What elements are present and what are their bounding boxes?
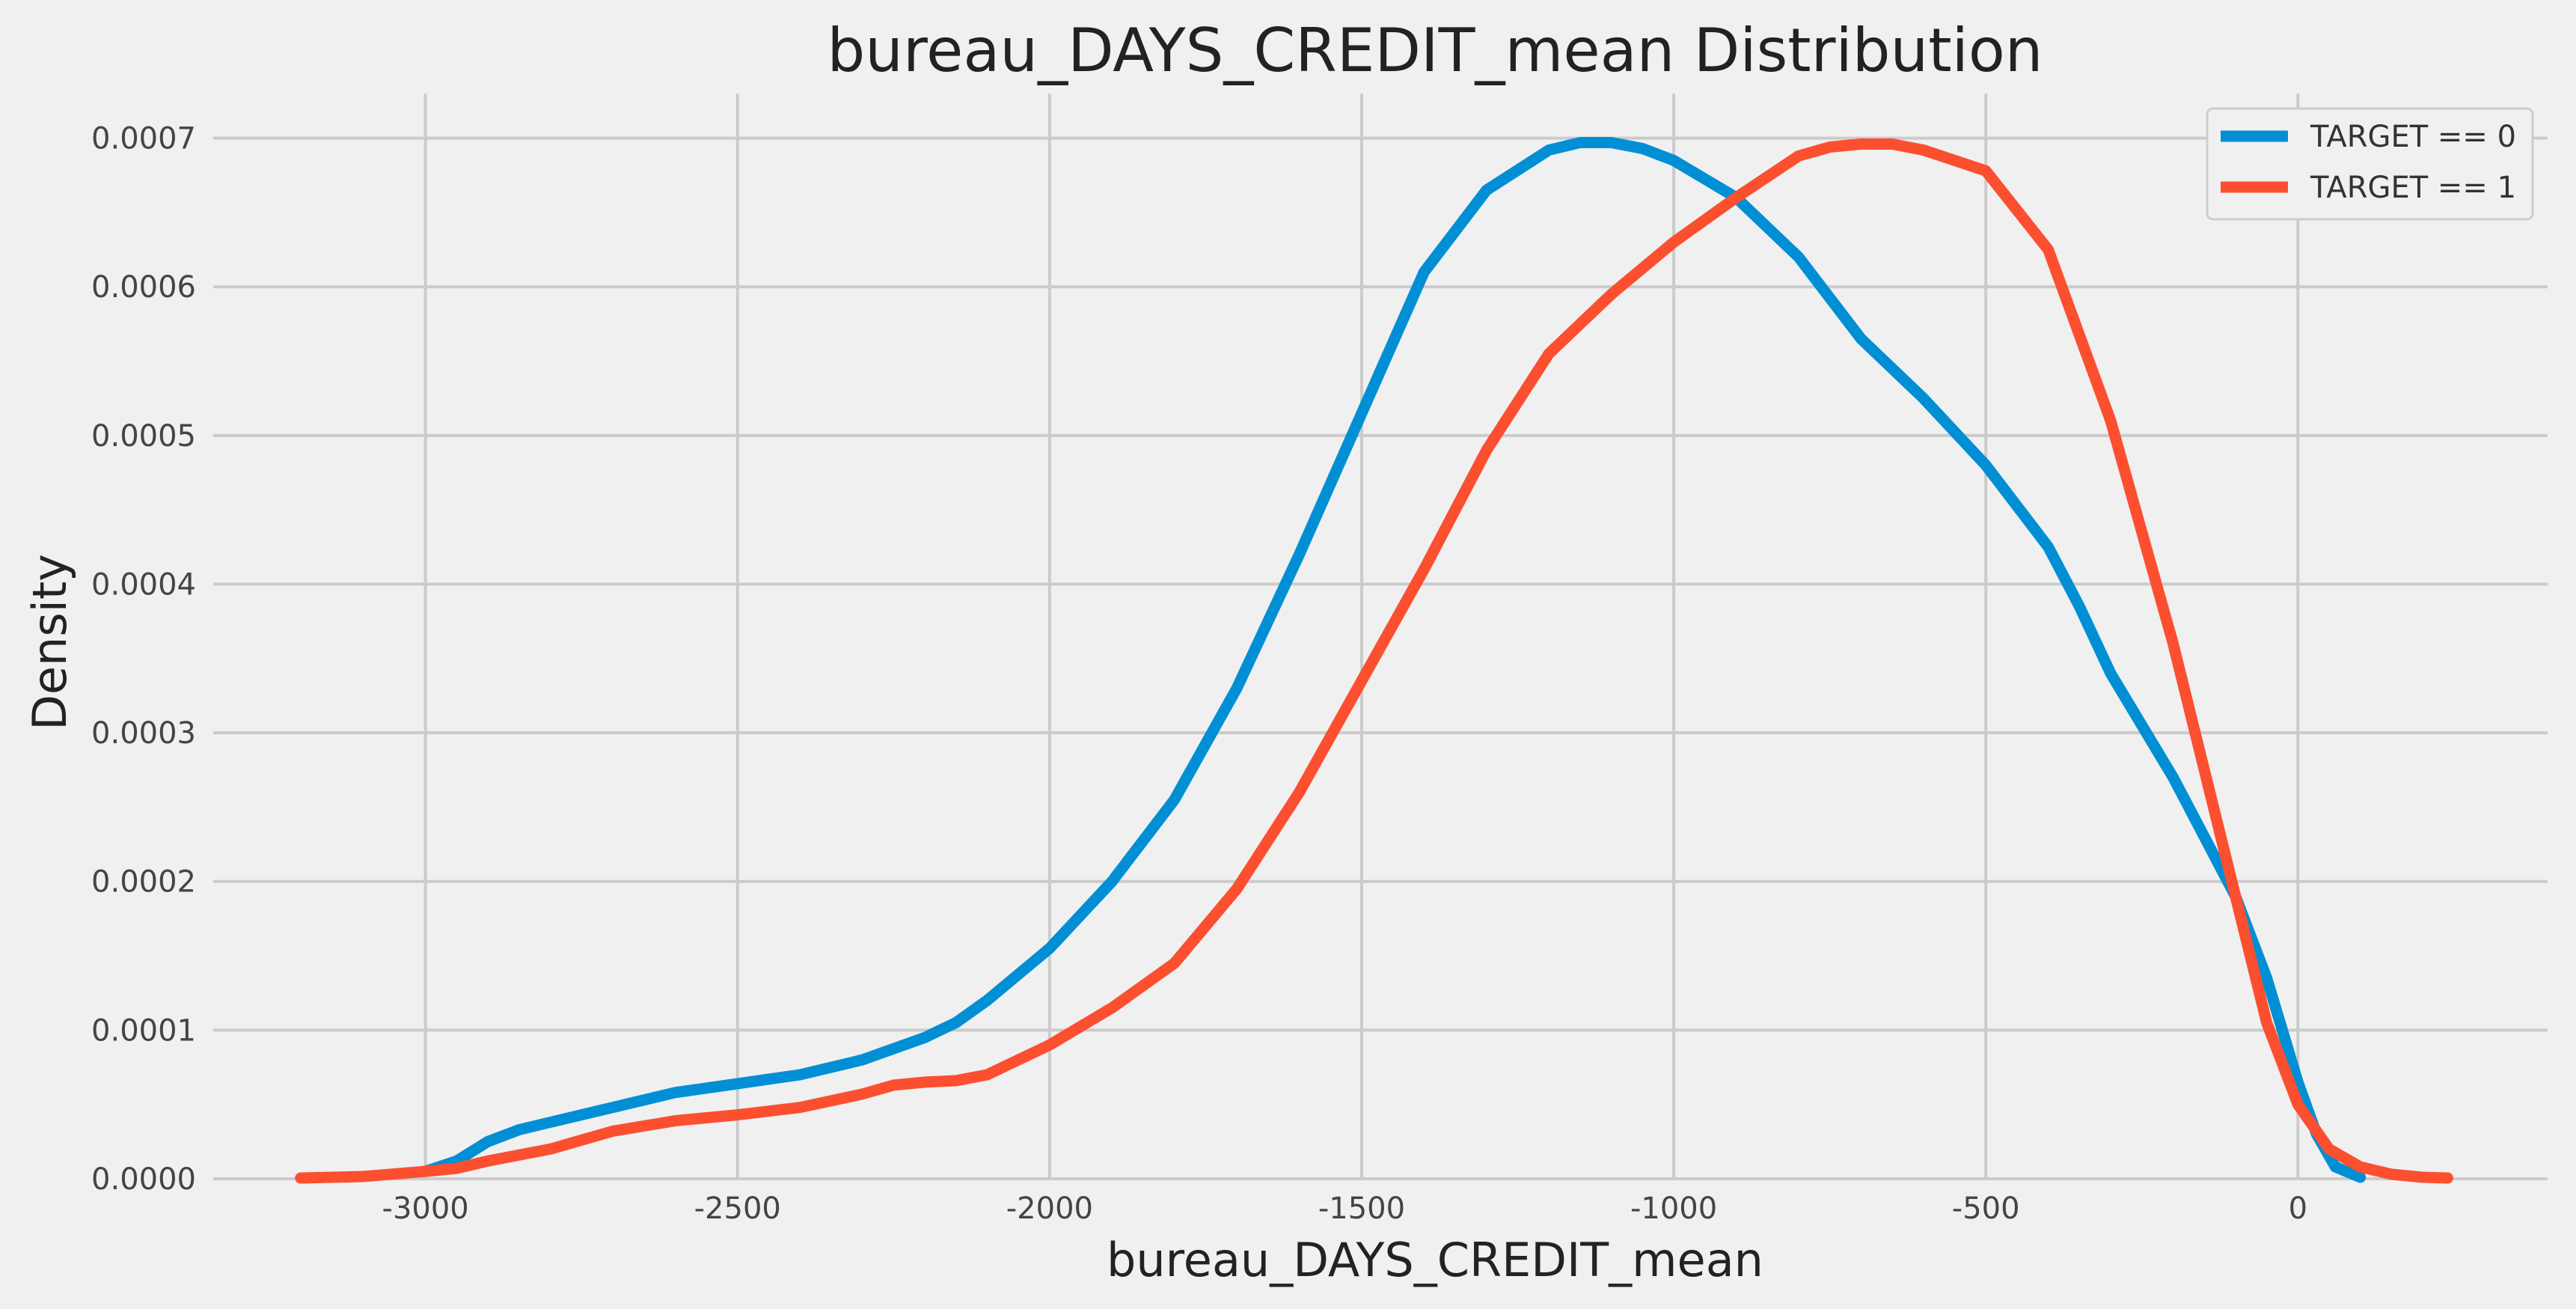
x-tick-label: -500 — [1952, 1191, 2020, 1226]
x-tick-label: -1000 — [1630, 1191, 1717, 1226]
x-axis-label: bureau_DAYS_CREDIT_mean — [1107, 1233, 1763, 1287]
x-tick-labels: -3000 -2500 -2000 -1500 -1000 -500 0 — [382, 1191, 2308, 1226]
legend: TARGET == 0 TARGET == 1 — [2206, 107, 2534, 221]
series-line-target-0 — [420, 137, 2367, 1183]
y-tick-labels: 0.0000 0.0001 0.0002 0.0003 0.0004 0.0005 0.00… — [91, 122, 196, 1197]
x-tick-label: -3000 — [382, 1191, 469, 1226]
y-axis-label: Density — [22, 554, 77, 730]
y-tick-label: 0.0005 — [91, 419, 196, 454]
y-tick-label: 0.0006 — [91, 270, 196, 305]
legend-label: TARGET == 1 — [2310, 171, 2516, 205]
series-line-target-1 — [295, 138, 2453, 1184]
grid — [213, 94, 2548, 1180]
legend-label: TARGET == 0 — [2310, 120, 2516, 154]
y-tick-label: 0.0004 — [91, 567, 196, 602]
y-tick-label: 0.0002 — [91, 865, 196, 900]
series-group — [295, 137, 2453, 1184]
x-tick-label: -1500 — [1318, 1191, 1405, 1226]
chart-title: bureau_DAYS_CREDIT_mean Distribution — [827, 16, 2043, 85]
x-tick-label: -2000 — [1006, 1191, 1093, 1226]
y-tick-label: 0.0003 — [91, 716, 196, 751]
y-tick-label: 0.0000 — [91, 1162, 196, 1197]
x-tick-label: 0 — [2289, 1191, 2307, 1226]
y-tick-label: 0.0007 — [91, 122, 196, 156]
legend-box — [2206, 107, 2534, 221]
x-tick-label: -2500 — [694, 1191, 781, 1226]
y-tick-label: 0.0001 — [91, 1013, 196, 1048]
